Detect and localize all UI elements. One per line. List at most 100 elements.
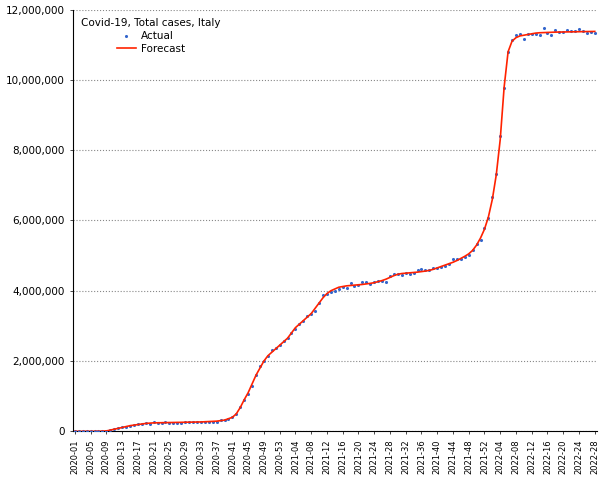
Actual bbox=[554, 28, 564, 36]
Actual bbox=[393, 270, 403, 277]
Actual bbox=[302, 312, 312, 320]
Actual bbox=[125, 422, 135, 430]
Actual bbox=[326, 288, 336, 296]
Actual bbox=[448, 255, 458, 263]
Actual bbox=[86, 428, 96, 435]
Actual bbox=[310, 307, 320, 315]
Actual bbox=[255, 362, 265, 370]
Actual bbox=[425, 266, 434, 274]
Forecast bbox=[591, 28, 598, 34]
Actual bbox=[192, 418, 202, 426]
Actual bbox=[137, 420, 146, 428]
Actual bbox=[389, 270, 399, 278]
Actual bbox=[267, 347, 276, 354]
Forecast bbox=[106, 427, 114, 433]
Actual bbox=[342, 284, 352, 291]
Actual bbox=[495, 132, 505, 140]
Actual bbox=[535, 31, 545, 38]
Actual bbox=[287, 329, 296, 337]
Actual bbox=[160, 418, 170, 426]
Actual bbox=[113, 425, 123, 432]
Actual bbox=[507, 36, 517, 44]
Actual bbox=[538, 24, 548, 32]
Actual bbox=[208, 418, 218, 425]
Actual bbox=[232, 410, 241, 418]
Actual bbox=[247, 382, 257, 389]
Actual bbox=[216, 416, 226, 424]
Actual bbox=[531, 30, 540, 38]
Actual bbox=[543, 30, 552, 37]
Actual bbox=[361, 278, 371, 286]
Actual bbox=[275, 341, 284, 349]
Actual bbox=[212, 418, 221, 425]
Actual bbox=[562, 26, 572, 34]
Actual bbox=[74, 428, 83, 435]
Actual bbox=[409, 269, 419, 277]
Actual bbox=[417, 265, 427, 273]
Actual bbox=[436, 263, 446, 270]
Actual bbox=[188, 419, 198, 426]
Actual bbox=[353, 281, 363, 288]
Actual bbox=[378, 277, 387, 285]
Actual bbox=[176, 419, 186, 427]
Actual bbox=[334, 285, 344, 293]
Actual bbox=[94, 428, 103, 435]
Actual bbox=[240, 396, 249, 404]
Actual bbox=[180, 418, 190, 426]
Forecast bbox=[571, 29, 578, 35]
Actual bbox=[373, 276, 383, 284]
Actual bbox=[483, 214, 493, 222]
Forecast bbox=[560, 29, 567, 35]
Actual bbox=[157, 419, 166, 427]
Actual bbox=[330, 287, 339, 295]
Actual bbox=[519, 35, 529, 42]
Actual bbox=[499, 84, 509, 92]
Actual bbox=[369, 278, 379, 286]
Actual bbox=[590, 29, 600, 36]
Actual bbox=[306, 310, 316, 318]
Actual bbox=[121, 423, 131, 431]
Actual bbox=[491, 170, 501, 178]
Actual bbox=[456, 255, 466, 263]
Actual bbox=[350, 282, 359, 289]
Actual bbox=[165, 419, 174, 426]
Actual bbox=[97, 427, 107, 435]
Actual bbox=[433, 264, 442, 272]
Actual bbox=[428, 264, 438, 272]
Actual bbox=[145, 420, 154, 428]
Actual bbox=[452, 255, 462, 263]
Actual bbox=[511, 31, 521, 39]
Actual bbox=[224, 415, 234, 423]
Actual bbox=[558, 28, 568, 36]
Actual bbox=[503, 48, 513, 56]
Actual bbox=[70, 428, 80, 435]
Actual bbox=[271, 345, 281, 352]
Actual bbox=[440, 262, 450, 270]
Actual bbox=[570, 27, 580, 35]
Actual bbox=[172, 419, 182, 426]
Actual bbox=[464, 252, 474, 259]
Actual bbox=[444, 260, 454, 268]
Actual bbox=[204, 419, 214, 426]
Actual bbox=[358, 278, 367, 286]
Actual bbox=[515, 31, 525, 38]
Actual bbox=[259, 357, 269, 365]
Actual bbox=[385, 273, 395, 280]
Actual bbox=[476, 237, 485, 244]
Forecast bbox=[398, 271, 405, 276]
Actual bbox=[322, 290, 332, 298]
Actual bbox=[141, 420, 151, 427]
Actual bbox=[78, 428, 88, 435]
Actual bbox=[102, 427, 111, 435]
Actual bbox=[117, 423, 127, 431]
Actual bbox=[345, 279, 355, 287]
Actual bbox=[168, 419, 178, 427]
Actual bbox=[582, 29, 592, 37]
Actual bbox=[338, 283, 347, 291]
Forecast bbox=[414, 269, 421, 275]
Actual bbox=[413, 266, 422, 274]
Actual bbox=[263, 352, 273, 360]
Actual bbox=[235, 403, 245, 411]
Actual bbox=[227, 413, 237, 421]
Actual bbox=[196, 419, 206, 426]
